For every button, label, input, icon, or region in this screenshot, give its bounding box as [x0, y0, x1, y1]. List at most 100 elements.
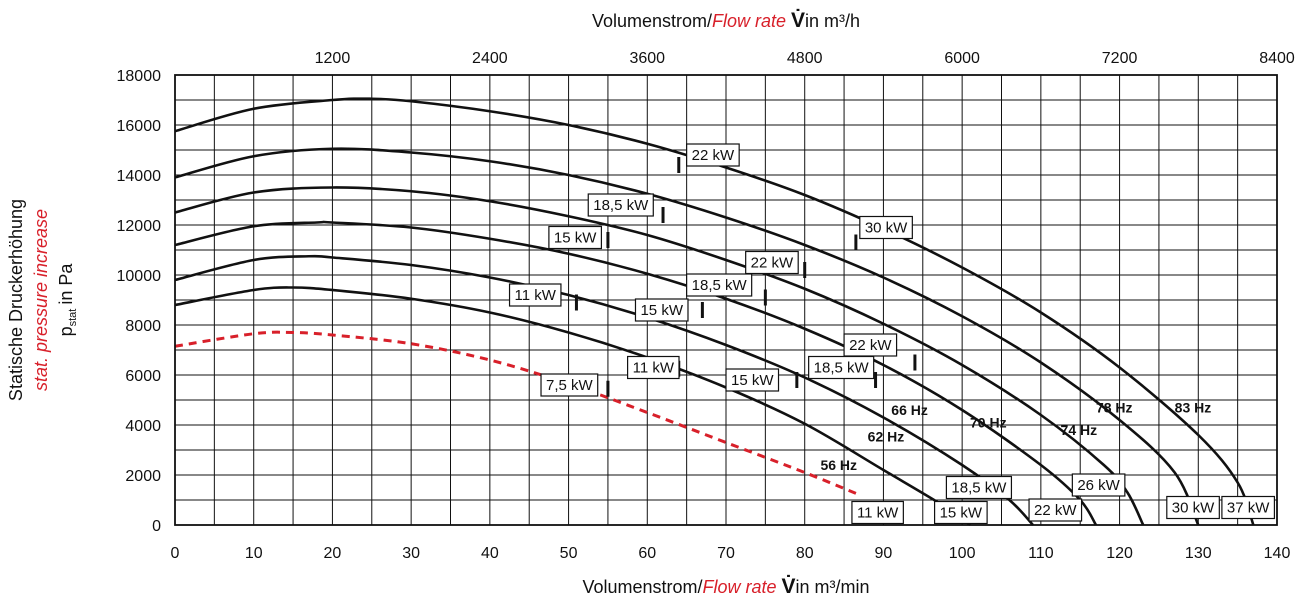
power-label: 18,5 kW [686, 273, 753, 297]
power-label-box [725, 368, 780, 392]
y-tick-label: 0 [152, 518, 161, 535]
x-top-tick-label: 3600 [629, 50, 665, 67]
power-label-text: 15 kW [940, 505, 983, 522]
power-label-box [548, 225, 603, 250]
series-line-66-hz [174, 254, 1034, 526]
power-label-box [945, 475, 1013, 500]
power-label-box [540, 373, 599, 397]
power-label: 15 kW [933, 500, 988, 525]
x-top-tick-label: 1200 [315, 50, 351, 67]
x-tick-label: 100 [949, 545, 976, 562]
power-label-text: 15 kW [731, 372, 774, 389]
y-axis-title: Statische Druckerhöhung stat. pressure in… [6, 199, 79, 401]
x-tick-label: 130 [1185, 545, 1212, 562]
y-tick-label: 16000 [117, 118, 162, 135]
x-tick-label: 30 [402, 545, 420, 562]
power-label: 18,5 kW [945, 475, 1013, 500]
series-line-56-hz [174, 330, 861, 497]
power-label-text: 18,5 kW [814, 360, 870, 377]
y-tick-label: 6000 [125, 368, 161, 385]
power-label-box [1221, 495, 1276, 520]
x-top-tick-label: 6000 [944, 50, 980, 67]
power-label-box [745, 250, 799, 275]
power-label-text: 30 kW [1172, 500, 1215, 517]
x-tick-label: 50 [560, 545, 578, 562]
power-label-text: 37 kW [1227, 500, 1270, 517]
power-label-text: 11 kW [515, 287, 557, 304]
x-tick-label: 60 [638, 545, 656, 562]
x-tick-label: 110 [1028, 545, 1054, 562]
power-label: 11 kW [627, 355, 680, 380]
x-tick-label: 120 [1106, 545, 1133, 562]
power-label: 7,5 kW [540, 373, 599, 397]
power-label: 18,5 kW [587, 193, 654, 217]
y-axis-title-de: Statische Druckerhöhung [6, 199, 26, 401]
y-tick-label: 12000 [117, 218, 162, 235]
frequency-label: 56 Hz [820, 457, 857, 473]
power-label-box [933, 500, 988, 525]
power-label: 15 kW [725, 368, 780, 392]
power-label: 15 kW [548, 225, 603, 250]
x-top-axis-title: Volumenstrom/Flow rate V̇in m³/h [592, 8, 860, 32]
frequency-label: 62 Hz [868, 428, 905, 444]
series-line-62-hz [174, 286, 971, 527]
x-top-tick-label: 2400 [472, 50, 508, 67]
series-line-74-hz [174, 186, 1145, 526]
y-axis-title-en: stat. pressure increase [31, 209, 51, 391]
y-tick-label: 8000 [125, 318, 161, 335]
frequency-label: 66 Hz [891, 402, 928, 418]
power-label-box [627, 355, 680, 380]
x-bottom-axis-title: Volumenstrom/Flow rate V̇in m³/min [582, 574, 869, 598]
frequency-label: 83 Hz [1175, 400, 1212, 416]
power-label: 18,5 kW [808, 355, 875, 380]
power-label-box [587, 193, 654, 217]
power-label-text: 22 kW [849, 337, 892, 354]
x-tick-label: 10 [245, 545, 263, 562]
power-label-box [859, 215, 913, 240]
power-label: 30 kW [1166, 495, 1220, 520]
power-label-text: 22 kW [751, 255, 794, 272]
power-label-text: 18,5 kW [692, 277, 748, 294]
power-label-text: 15 kW [554, 230, 597, 247]
power-label-box [851, 500, 904, 525]
power-label-text: 26 kW [1077, 477, 1120, 494]
power-label: 22 kW [745, 250, 799, 275]
axis-layer: 0 10 20 30 40 50 60 70 80 90 100 110 120 130 140 1200 24… [117, 50, 1295, 562]
power-label: 37 kW [1221, 495, 1276, 520]
power-label-text: 15 kW [640, 302, 683, 319]
series-line-83-hz [174, 97, 1255, 526]
power-label: 22 kW [686, 143, 740, 167]
plot-frame [174, 74, 1278, 526]
x-tick-label: 90 [875, 545, 893, 562]
power-label: 26 kW [1071, 473, 1126, 497]
power-label-text: 11 kW [633, 360, 675, 377]
x-top-tick-label: 7200 [1102, 50, 1138, 67]
power-label-text: 22 kW [692, 147, 735, 164]
power-label-text: 7,5 kW [546, 377, 594, 394]
x-top-tick-label: 8400 [1259, 50, 1295, 67]
title-layer: Volumenstrom/Flow rate V̇in m³/h Volumenst… [6, 8, 870, 598]
series-line-70-hz [174, 220, 1098, 526]
x-tick-label: 70 [717, 545, 735, 562]
power-label-box [1071, 473, 1126, 497]
x-tick-label: 80 [796, 545, 814, 562]
y-tick-label: 4000 [125, 418, 161, 435]
x-tick-label: 140 [1264, 545, 1291, 562]
power-label: 11 kW [851, 500, 904, 525]
power-label-text: 11 kW [857, 505, 899, 522]
power-label-box [686, 273, 753, 297]
power-label: 30 kW [859, 215, 913, 240]
x-top-tick-label: 4800 [787, 50, 823, 67]
y-axis-title-symbol: pstatin Pa [56, 263, 79, 337]
series-line-78-hz [174, 147, 1200, 526]
y-tick-label: 18000 [117, 68, 162, 85]
frequency-label: 78 Hz [1096, 400, 1133, 416]
y-tick-label: 2000 [125, 468, 161, 485]
power-label-text: 18,5 kW [593, 197, 649, 214]
frequency-label: 74 Hz [1061, 422, 1098, 438]
power-label: 22 kW [1028, 498, 1083, 522]
x-tick-label: 0 [171, 545, 180, 562]
